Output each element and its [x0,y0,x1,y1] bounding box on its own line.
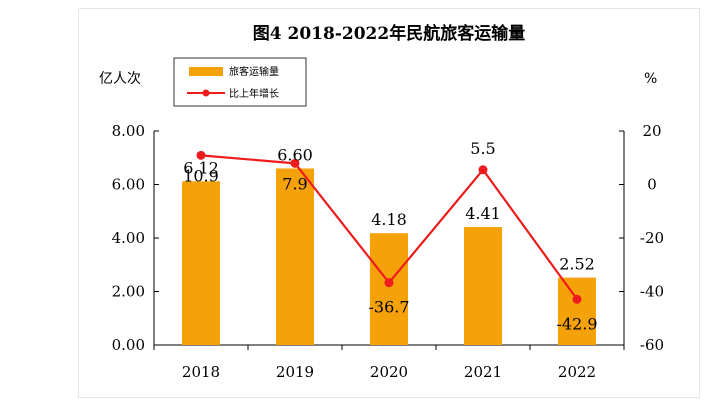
growth-value-label: 7.9 [282,174,307,193]
bars [182,168,596,345]
bar-value-label: 2.52 [559,255,595,274]
legend-box [173,57,307,107]
growth-point [196,150,206,160]
legend-line-marker [202,89,210,97]
bar [558,277,596,345]
bar-value-label: 6.12 [183,158,219,177]
growth-point [384,278,394,288]
left-axis-title: 亿人次 [99,71,141,87]
growth-point [290,158,300,168]
bar-value-label: 4.18 [371,210,407,229]
legend: 旅客运输量 比上年增长 [173,57,307,107]
x-tick-label: 2020 [370,363,408,381]
bar-value-label: 6.60 [277,145,313,164]
growth-value-label: 5.5 [470,139,495,158]
chart-svg: 图4 2018-2022年民航旅客运输量 亿人次 % 旅客运输量 比上年增长 0… [99,23,664,381]
growth-point [478,165,488,175]
x-tick-label: 2019 [276,363,314,381]
x-tick-label: 2021 [464,363,502,381]
left-tick-label: 0.00 [112,336,145,354]
x-tick-label: 2022 [558,363,596,381]
growth-value-label: 10.9 [183,166,219,185]
left-tick-label: 4.00 [112,229,145,247]
x-tick-label: 2018 [182,363,220,381]
left-tick-label: 8.00 [112,122,145,140]
legend-bar-label: 旅客运输量 [229,65,279,78]
growth-value-label: -36.7 [368,298,409,317]
growth-value-label: -42.9 [556,314,597,333]
right-tick-label: 20 [642,122,661,140]
legend-line-label: 比上年增长 [229,87,279,100]
chart-title: 图4 2018-2022年民航旅客运输量 [253,23,525,44]
right-tick-label: -40 [640,283,664,301]
growth-line [196,150,582,304]
bar [464,227,502,345]
left-tick-label: 2.00 [112,283,145,301]
legend-bar-swatch [189,67,223,76]
right-tick-label: -60 [640,336,664,354]
axes: 0.00 2.00 4.00 6.00 8.00 -60 -40 -20 0 20 2018 2019… [112,122,664,381]
bar-value-label: 4.41 [465,204,501,223]
growth-point [572,294,582,304]
bar [182,181,220,345]
right-axis-title: % [644,71,657,87]
bar [370,233,408,345]
chart-frame: 图4 2018-2022年民航旅客运输量 亿人次 % 旅客运输量 比上年增长 0… [78,8,700,398]
right-tick-label: -20 [640,229,664,247]
right-tick-label: 0 [647,176,657,194]
data-labels: 6.12 6.60 4.18 4.41 2.52 10.9 7.9 -36.7 5.5 -42.9 [183,139,597,333]
bar [276,168,314,345]
left-tick-label: 6.00 [112,176,145,194]
